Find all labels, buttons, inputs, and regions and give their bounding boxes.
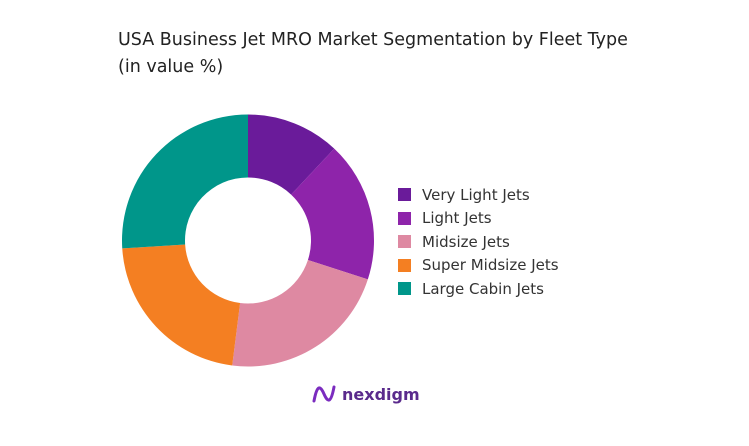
donut-slice-light-jets — [291, 148, 375, 280]
logo-text: nexdigm — [342, 384, 420, 404]
donut-slice-midsize-jets — [232, 259, 368, 367]
nexdigm-logo: nexdigm — [312, 383, 420, 405]
legend-label: Super Midsize Jets — [422, 256, 559, 275]
legend-item: Super Midsize Jets — [398, 254, 559, 278]
legend-label: Large Cabin Jets — [422, 279, 544, 298]
legend-item: Large Cabin Jets — [398, 277, 559, 301]
legend: Very Light Jets Light Jets Midsize Jets Sup… — [398, 183, 559, 301]
legend-label: Midsize Jets — [422, 232, 510, 251]
donut-slice-large-cabin-jets — [122, 114, 248, 249]
donut-slice-super-midsize-jets — [122, 244, 241, 366]
legend-swatch — [398, 235, 411, 249]
chart-title: USA Business Jet MRO Market Segmentation… — [118, 30, 628, 77]
legend-swatch — [398, 211, 411, 225]
nexdigm-logo-icon — [312, 385, 336, 403]
legend-item: Midsize Jets — [398, 230, 559, 254]
donut-slice-very-light-jets — [248, 114, 335, 195]
legend-item: Very Light Jets — [398, 183, 559, 207]
legend-swatch — [398, 282, 411, 296]
legend-swatch — [398, 258, 411, 272]
legend-item: Light Jets — [398, 207, 559, 231]
legend-label: Light Jets — [422, 209, 492, 228]
legend-label: Very Light Jets — [422, 185, 530, 204]
legend-swatch — [398, 188, 411, 202]
